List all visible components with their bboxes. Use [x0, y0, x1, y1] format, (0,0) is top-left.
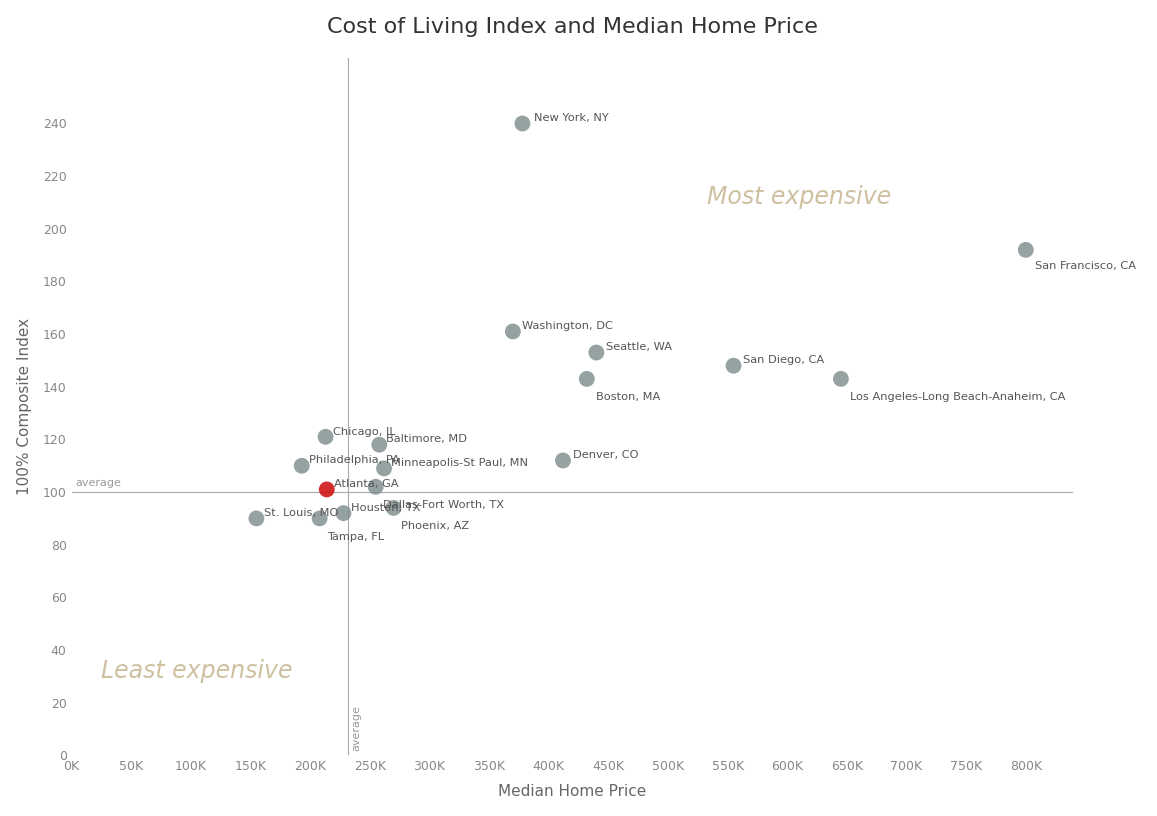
Text: Denver, CO: Denver, CO — [573, 450, 638, 460]
X-axis label: Median Home Price: Median Home Price — [499, 784, 647, 800]
Text: St. Louis, MO: St. Louis, MO — [264, 508, 338, 518]
Point — [832, 372, 850, 385]
Text: Houston, TX: Houston, TX — [351, 503, 420, 513]
Y-axis label: 100% Composite Index: 100% Composite Index — [16, 318, 31, 495]
Point — [367, 481, 385, 494]
Point — [370, 438, 389, 451]
Point — [1017, 243, 1036, 256]
Text: Chicago, IL: Chicago, IL — [333, 427, 396, 437]
Point — [310, 512, 329, 525]
Text: Minneapolis-St Paul, MN: Minneapolis-St Paul, MN — [391, 458, 529, 468]
Point — [587, 346, 605, 359]
Text: Baltimore, MD: Baltimore, MD — [386, 434, 467, 445]
Text: San Diego, CA: San Diego, CA — [743, 356, 824, 366]
Text: Least expensive: Least expensive — [101, 659, 293, 683]
Point — [293, 459, 311, 472]
Text: Atlanta, GA: Atlanta, GA — [334, 479, 398, 489]
Text: average: average — [75, 478, 121, 488]
Text: Phoenix, AZ: Phoenix, AZ — [400, 521, 469, 531]
Point — [503, 325, 522, 338]
Text: Philadelphia, PA: Philadelphia, PA — [309, 455, 399, 465]
Point — [514, 117, 532, 130]
Point — [384, 501, 403, 514]
Point — [248, 512, 266, 525]
Point — [724, 359, 743, 372]
Point — [375, 462, 393, 475]
Point — [317, 483, 336, 496]
Point — [334, 507, 353, 520]
Text: New York, NY: New York, NY — [535, 113, 609, 123]
Text: Seattle, WA: Seattle, WA — [606, 342, 672, 353]
Text: Tampa, FL: Tampa, FL — [326, 532, 384, 542]
Text: Dallas-Fort Worth, TX: Dallas-Fort Worth, TX — [383, 500, 503, 510]
Text: average: average — [352, 706, 362, 752]
Text: Most expensive: Most expensive — [707, 185, 891, 209]
Text: Boston, MA: Boston, MA — [596, 392, 661, 402]
Title: Cost of Living Index and Median Home Price: Cost of Living Index and Median Home Pri… — [327, 16, 818, 37]
Text: San Francisco, CA: San Francisco, CA — [1036, 260, 1136, 271]
Text: Los Angeles-Long Beach-Anaheim, CA: Los Angeles-Long Beach-Anaheim, CA — [850, 392, 1066, 402]
Point — [554, 454, 573, 467]
Text: Washington, DC: Washington, DC — [523, 322, 613, 331]
Point — [577, 372, 596, 385]
Point — [316, 430, 334, 443]
